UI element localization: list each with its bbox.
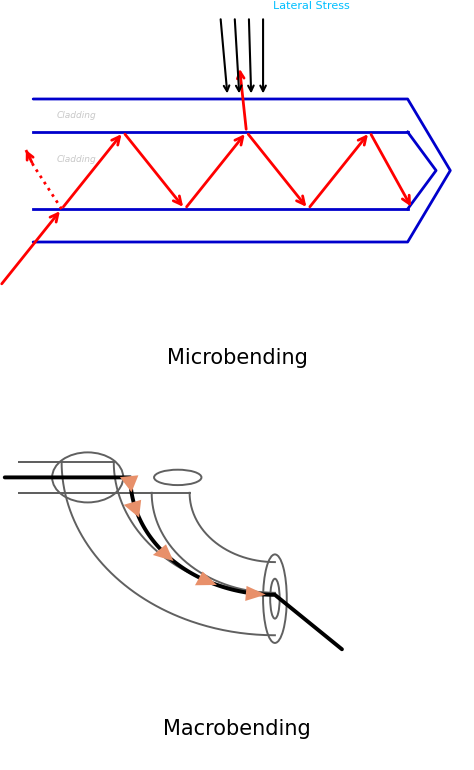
Text: Cladding: Cladding (57, 111, 97, 120)
Polygon shape (195, 571, 217, 585)
Text: Cladding: Cladding (57, 156, 97, 164)
Polygon shape (153, 544, 173, 561)
Text: Lateral Stress: Lateral Stress (273, 1, 349, 11)
Text: Macrobending: Macrobending (163, 719, 311, 739)
Polygon shape (245, 586, 266, 601)
Polygon shape (120, 475, 138, 492)
Polygon shape (124, 500, 141, 517)
Text: Microbending: Microbending (166, 349, 308, 369)
